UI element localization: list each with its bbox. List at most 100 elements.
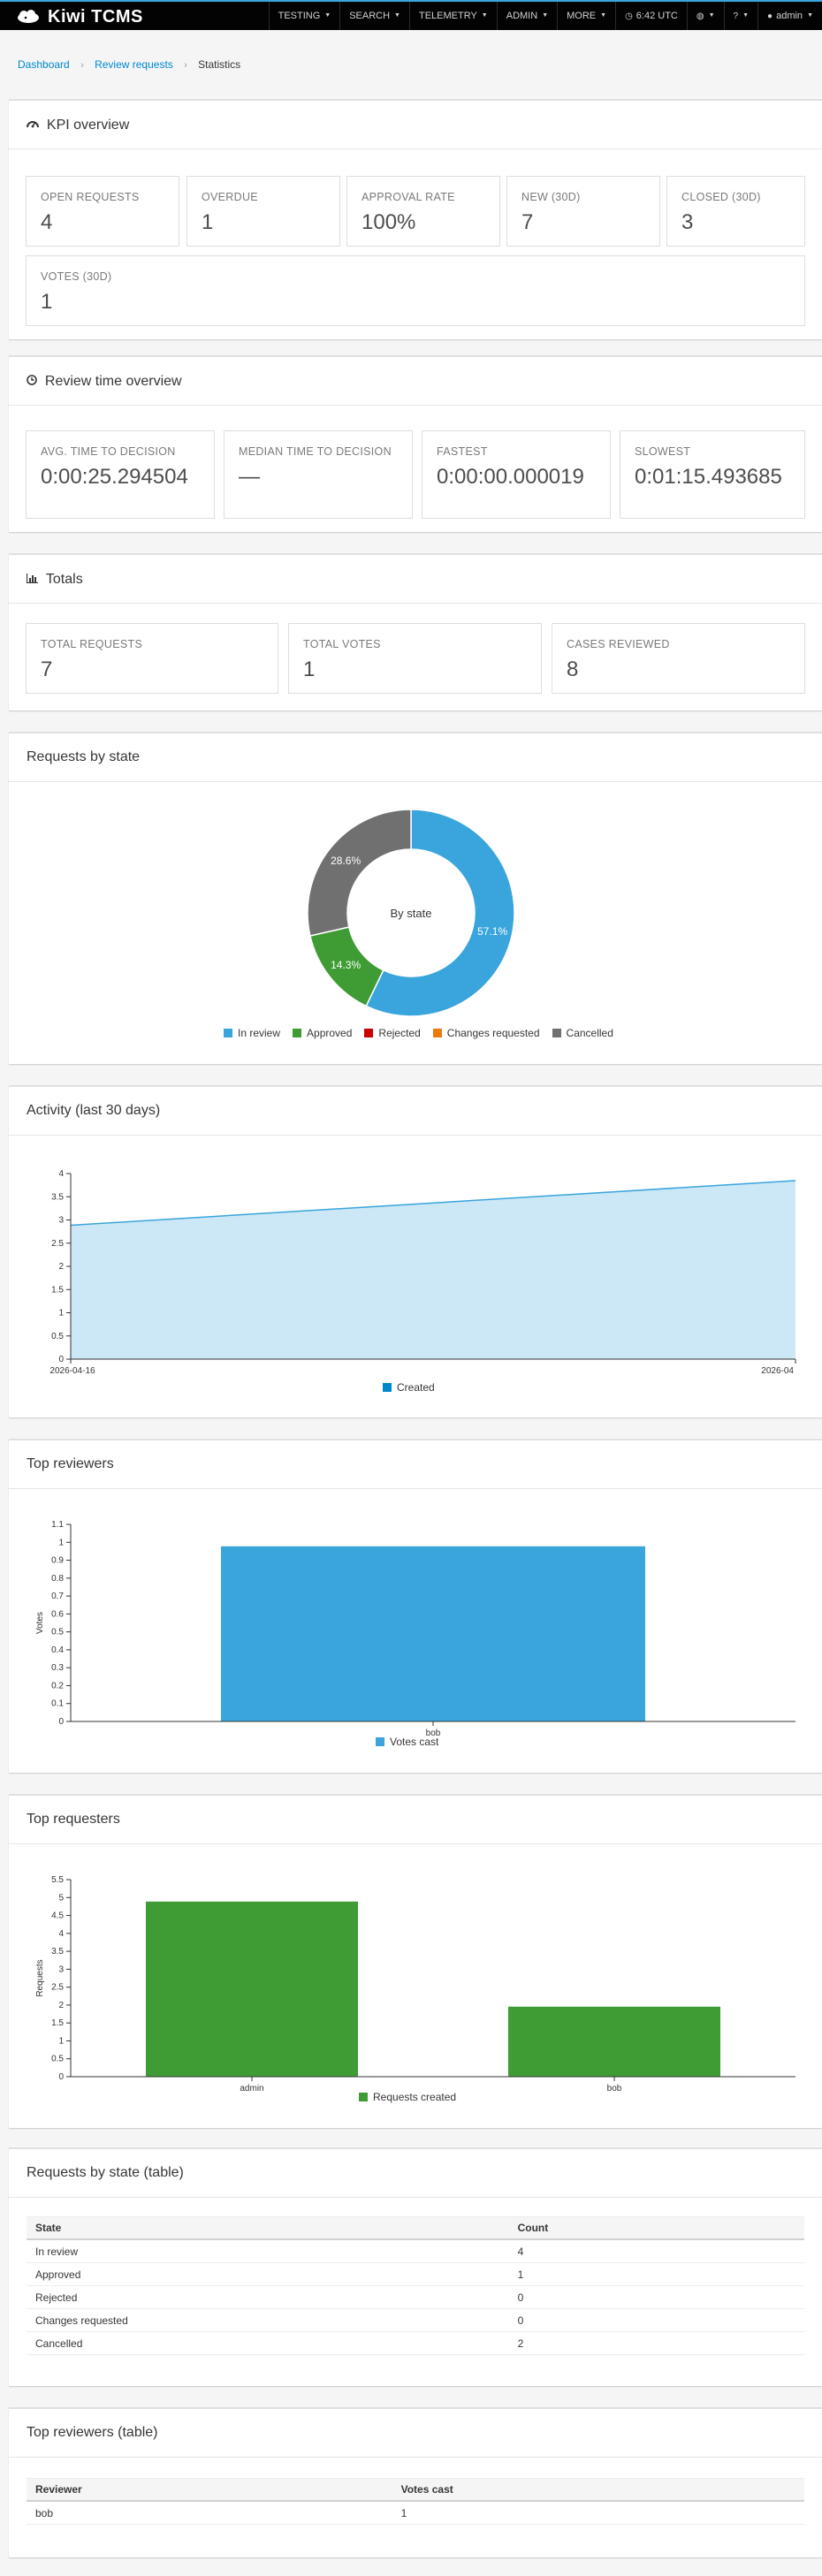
y-tick-label: 0.8	[51, 1574, 64, 1584]
breadcrumb-current: Statistics	[198, 58, 241, 71]
legend-swatch	[383, 1383, 392, 1392]
stat-median-time: MEDIAN TIME TO DECISION —	[224, 430, 413, 519]
nav-item-label: ADMIN	[506, 11, 538, 21]
y-tick-label: 0.5	[51, 1332, 64, 1341]
x-tick-label: 2026-04-16	[49, 1366, 95, 1375]
stat-label: APPROVAL RATE	[362, 191, 455, 203]
y-tick-label: 1	[58, 1309, 64, 1318]
table-cell: In review	[27, 2239, 509, 2263]
brand-logo[interactable]: Kiwi TCMS	[16, 5, 143, 28]
bar-bob	[508, 2006, 720, 2077]
y-tick-label: 0	[58, 1355, 64, 1364]
stat-label: CLOSED (30D)	[681, 191, 761, 203]
table-cell: bob	[27, 2501, 392, 2525]
nav-item-admin[interactable]: ● admin ▼	[757, 2, 822, 30]
nav-item-label: 6:42 UTC	[636, 11, 678, 21]
table-cell: 2	[508, 2331, 804, 2355]
y-tick-label: 2	[58, 1262, 64, 1272]
donut-slice-label: 28.6%	[331, 855, 361, 867]
column-header-count[interactable]: Count	[508, 2216, 804, 2240]
legend-swatch	[432, 1029, 442, 1037]
legend-label: Requests created	[373, 2091, 457, 2103]
stat-total-votes: TOTAL VOTES 1	[288, 623, 542, 694]
legend-swatch	[224, 1029, 232, 1037]
chevron-down-icon: ▼	[394, 12, 400, 19]
y-tick-label: 1	[58, 1538, 64, 1547]
totals-card: Totals TOTAL REQUESTS 7 TOTAL VOTES 1 CASE…	[9, 553, 822, 710]
stat-label: VOTES (30D)	[41, 270, 112, 283]
table-row: Changes requested 0	[27, 2308, 804, 2332]
legend-item[interactable]: Votes cast	[376, 1736, 438, 1748]
legend-swatch	[293, 1029, 302, 1037]
nav-item-telemetry[interactable]: TELEMETRY ▼	[408, 2, 497, 30]
kpi-approval-rate: APPROVAL RATE 100%	[346, 176, 500, 247]
stat-value: 1	[303, 657, 316, 681]
legend-swatch	[376, 1737, 384, 1746]
breadcrumb-review-requests-link[interactable]: Review requests	[95, 58, 173, 71]
reviewer-table: Reviewer Votes cast bob 1	[27, 2478, 804, 2525]
legend-item[interactable]: Approved	[293, 1027, 352, 1039]
legend-label: Votes cast	[390, 1736, 439, 1748]
activity-area-chart: 0 0.5 1 1.5 2 2.5 3 3.5 4 2026-04-16 2026-04	[49, 1169, 796, 1375]
legend-item[interactable]: In review	[224, 1027, 280, 1039]
column-header-votes-cast[interactable]: Votes cast	[392, 2478, 804, 2502]
chevron-down-icon: ▼	[324, 12, 331, 19]
nav-item-label: MORE	[567, 11, 597, 21]
stat-label: SLOWEST	[635, 445, 691, 458]
column-header-state[interactable]: State	[27, 2216, 509, 2240]
legend-item[interactable]: Rejected	[364, 1027, 421, 1039]
nav-item-globe[interactable]: ◍ ▼	[686, 2, 724, 30]
nav-item-more[interactable]: MORE ▼	[557, 2, 615, 30]
stat-label: MEDIAN TIME TO DECISION	[239, 445, 392, 458]
nav-item-admin[interactable]: ADMIN ▼	[496, 2, 557, 30]
legend-item[interactable]: Created	[383, 1381, 435, 1394]
legend-swatch	[359, 2093, 368, 2101]
stat-value: 0:00:25.294504	[41, 465, 188, 489]
y-tick-label: 4.5	[51, 1911, 64, 1921]
bar-chart-icon	[26, 572, 42, 586]
y-tick-label: 1.1	[51, 1520, 64, 1530]
legend-swatch	[552, 1029, 561, 1037]
clock-icon: ◷	[625, 11, 633, 21]
legend-item[interactable]: Cancelled	[552, 1027, 613, 1039]
donut-slice-in-review	[365, 809, 515, 1017]
x-tick-label: 2026-04	[761, 1366, 794, 1375]
table-cell: 1	[508, 2262, 804, 2286]
reviewers-legend: Votes cast	[376, 1736, 438, 1748]
table-cell: 1	[392, 2501, 804, 2525]
stat-label: AVG. TIME TO DECISION	[41, 445, 176, 458]
stat-label: OVERDUE	[202, 191, 258, 203]
donut-slice-cancelled	[307, 809, 412, 937]
legend-label: Changes requested	[446, 1027, 540, 1039]
y-tick-label: 0.9	[51, 1556, 64, 1566]
help-icon: ?	[733, 11, 739, 21]
card-title: Review time overview	[9, 357, 822, 406]
nav-item-testing[interactable]: TESTING ▼	[268, 2, 340, 30]
y-tick-label: 0	[58, 2072, 64, 2082]
stat-slowest: SLOWEST 0:01:15.493685	[620, 430, 805, 519]
y-axis-label: Requests	[35, 1959, 45, 1996]
table-cell: Approved	[27, 2262, 509, 2286]
nav-item-help[interactable]: ? ▼	[723, 2, 758, 30]
table-cell: Cancelled	[27, 2331, 509, 2355]
bar-admin	[146, 1901, 358, 2077]
area-fill	[71, 1181, 795, 1359]
y-tick-label: 1.5	[51, 1285, 64, 1295]
card-title: KPI overview	[9, 101, 822, 149]
column-header-reviewer[interactable]: Reviewer	[27, 2478, 392, 2502]
table-cell: 0	[508, 2285, 804, 2309]
state-table-card: Requests by state (table) State Count In…	[9, 2147, 822, 2386]
y-tick-label: 5.5	[51, 1875, 64, 1885]
y-tick-label: 0.3	[51, 1663, 64, 1673]
breadcrumb-separator-icon: ›	[80, 60, 84, 71]
nav-item-search[interactable]: SEARCH ▼	[339, 2, 409, 30]
kpi-new-30d: NEW (30D) 7	[506, 176, 660, 247]
kpi-votes-30d: VOTES (30D) 1	[26, 255, 805, 326]
y-tick-label: 0.5	[51, 1628, 64, 1638]
breadcrumb-dashboard-link[interactable]: Dashboard	[18, 58, 70, 71]
legend-item[interactable]: Requests created	[359, 2091, 456, 2103]
stat-label: CASES REVIEWED	[567, 638, 670, 650]
legend-item[interactable]: Changes requested	[432, 1027, 540, 1039]
nav-item-6-42-utc[interactable]: ◷ 6:42 UTC	[615, 2, 687, 30]
table-cell: 0	[508, 2308, 804, 2332]
